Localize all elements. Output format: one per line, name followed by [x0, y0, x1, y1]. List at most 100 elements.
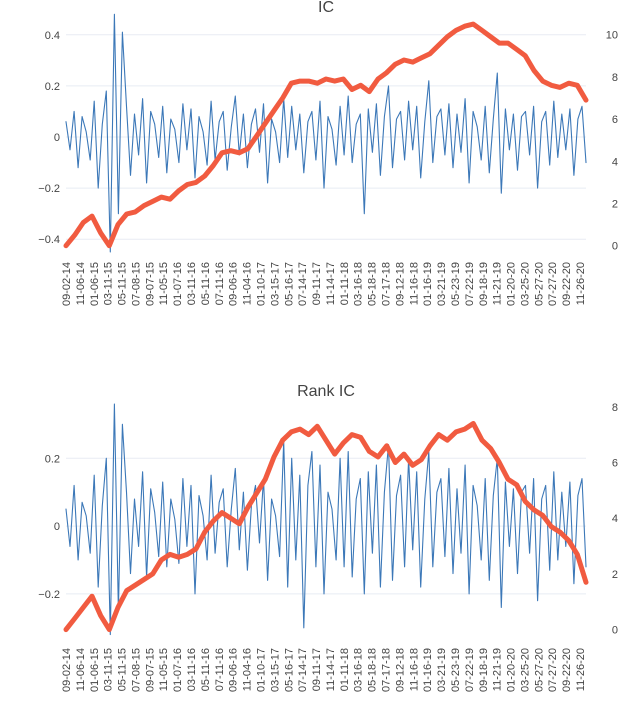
x-tick-label: 09-07-15: [144, 262, 156, 306]
x-tick-label: 05-18-18: [367, 262, 379, 306]
x-tick-label: 11-05-15: [158, 262, 170, 305]
y-left-tick-label: −0.2: [38, 589, 60, 601]
daily-ic-series-line: [65, 13, 587, 253]
x-tick-label: 03-15-17: [269, 648, 281, 692]
y-left-tick-label: 0: [54, 521, 60, 533]
x-tick-label: 01-16-19: [422, 262, 434, 306]
x-tick-label: 05-27-20: [533, 262, 545, 306]
y-left-tick-label: 0.2: [45, 453, 60, 465]
y-left-tick-label: 0.4: [45, 30, 60, 42]
chart-title: IC: [318, 0, 334, 16]
x-tick-label: 11-26-20: [575, 262, 587, 305]
x-tick-label: 11-14-17: [325, 648, 337, 691]
y-right-tick-label: 10: [606, 30, 618, 42]
y-right-tick-label: 2: [612, 198, 618, 210]
x-tick-label: 07-08-15: [130, 648, 142, 692]
x-tick-label: 07-27-20: [547, 648, 559, 692]
x-tick-label: 05-11-16: [200, 262, 212, 305]
x-tick-label: 11-04-16: [242, 648, 254, 691]
x-tick-label: 09-18-19: [478, 648, 490, 692]
y-left-tick-label: 0.2: [45, 81, 60, 93]
x-tick-label: 05-18-18: [367, 648, 379, 692]
x-tick-label: 05-27-20: [533, 648, 545, 692]
x-tick-label: 07-14-17: [297, 262, 309, 306]
x-tick-label: 03-21-19: [436, 262, 448, 306]
x-tick-label: 05-23-19: [450, 648, 462, 692]
x-tick-label: 01-20-20: [506, 648, 518, 692]
x-tick-label: 07-11-16: [214, 648, 226, 691]
x-tick-label: 03-25-20: [519, 648, 531, 692]
x-tick-label: 11-06-14: [75, 648, 87, 691]
y-left-tick-label: −0.2: [38, 183, 60, 195]
x-tick-label: 01-20-20: [506, 262, 518, 306]
x-tick-label: 09-18-19: [478, 262, 490, 306]
x-tick-label: 01-10-17: [255, 262, 267, 306]
x-tick-label: 09-22-20: [561, 648, 573, 692]
x-tick-label: 09-06-16: [228, 648, 240, 692]
x-tick-label: 11-21-19: [492, 262, 504, 305]
x-tick-label: 03-11-16: [186, 262, 198, 305]
x-tick-label: 11-05-15: [158, 648, 170, 691]
x-tick-label: 09-12-18: [394, 648, 406, 692]
x-tick-label: 07-17-18: [381, 648, 393, 692]
x-tick-label: 05-11-15: [117, 648, 129, 691]
y-right-tick-label: 4: [612, 513, 618, 525]
x-tick-label: 09-11-17: [311, 648, 323, 691]
x-tick-label: 09-12-18: [394, 262, 406, 306]
y-right-tick-label: 2: [612, 569, 618, 581]
x-tick-label: 03-25-20: [519, 262, 531, 306]
x-tick-label: 05-16-17: [283, 648, 295, 692]
x-tick-label: 09-11-17: [311, 262, 323, 305]
x-tick-label: 03-16-18: [353, 648, 365, 692]
y-right-tick-label: 0: [612, 241, 618, 253]
x-tick-label: 03-11-16: [186, 648, 198, 691]
cumulative-series-line: [63, 421, 589, 633]
x-tick-label: 11-14-17: [325, 262, 337, 305]
x-tick-label: 07-22-19: [464, 262, 476, 306]
x-tick-label: 01-11-18: [339, 262, 351, 305]
y-left-tick-label: 0: [54, 132, 60, 144]
x-tick-label: 09-02-14: [61, 648, 73, 692]
x-tick-label: 11-16-18: [408, 648, 420, 691]
daily-ic-series-line: [65, 403, 587, 636]
x-tick-label: 05-11-15: [117, 262, 129, 305]
x-tick-label: 01-07-16: [172, 262, 184, 306]
x-tick-label: 11-04-16: [242, 262, 254, 305]
x-tick-label: 01-10-17: [255, 648, 267, 692]
x-tick-label: 03-16-18: [353, 262, 365, 306]
x-tick-label: 05-11-16: [200, 648, 212, 691]
y-right-tick-label: 6: [612, 114, 618, 126]
x-tick-label: 01-11-18: [339, 648, 351, 691]
x-tick-label: 03-11-15: [103, 262, 115, 305]
x-tick-label: 07-14-17: [297, 648, 309, 692]
x-tick-label: 09-22-20: [561, 262, 573, 306]
chart-title: Rank IC: [297, 383, 355, 400]
x-tick-label: 07-11-16: [214, 262, 226, 305]
x-tick-label: 01-07-16: [172, 648, 184, 692]
y-right-tick-label: 4: [612, 156, 618, 168]
cumulative-series-line: [63, 21, 589, 249]
x-tick-label: 01-16-19: [422, 648, 434, 692]
x-tick-label: 07-27-20: [547, 262, 559, 306]
ic-chart: IC −0.4 −0.2 0 0.2 0.4 0 2 4 6 8 10 09-02-14 11-06-14…: [38, 0, 618, 306]
x-tick-label: 05-23-19: [450, 262, 462, 306]
y-left-tick-label: −0.4: [38, 234, 60, 246]
x-tick-label: 09-02-14: [61, 262, 73, 306]
x-tick-label: 09-06-16: [228, 262, 240, 306]
x-tick-label: 07-17-18: [381, 262, 393, 306]
x-tick-label: 09-07-15: [144, 648, 156, 692]
x-tick-label: 03-15-17: [269, 262, 281, 306]
x-tick-label: 05-16-17: [283, 262, 295, 306]
x-tick-label: 11-26-20: [575, 648, 587, 691]
x-tick-label: 11-16-18: [408, 262, 420, 305]
y-right-tick-label: 6: [612, 458, 618, 470]
x-tick-label: 11-06-14: [75, 262, 87, 305]
x-tick-label: 01-06-15: [89, 648, 101, 692]
y-right-tick-label: 8: [612, 72, 618, 84]
x-tick-label: 11-21-19: [492, 648, 504, 691]
x-tick-label: 07-22-19: [464, 648, 476, 692]
y-right-tick-label: 8: [612, 402, 618, 414]
x-tick-label: 01-06-15: [89, 262, 101, 306]
